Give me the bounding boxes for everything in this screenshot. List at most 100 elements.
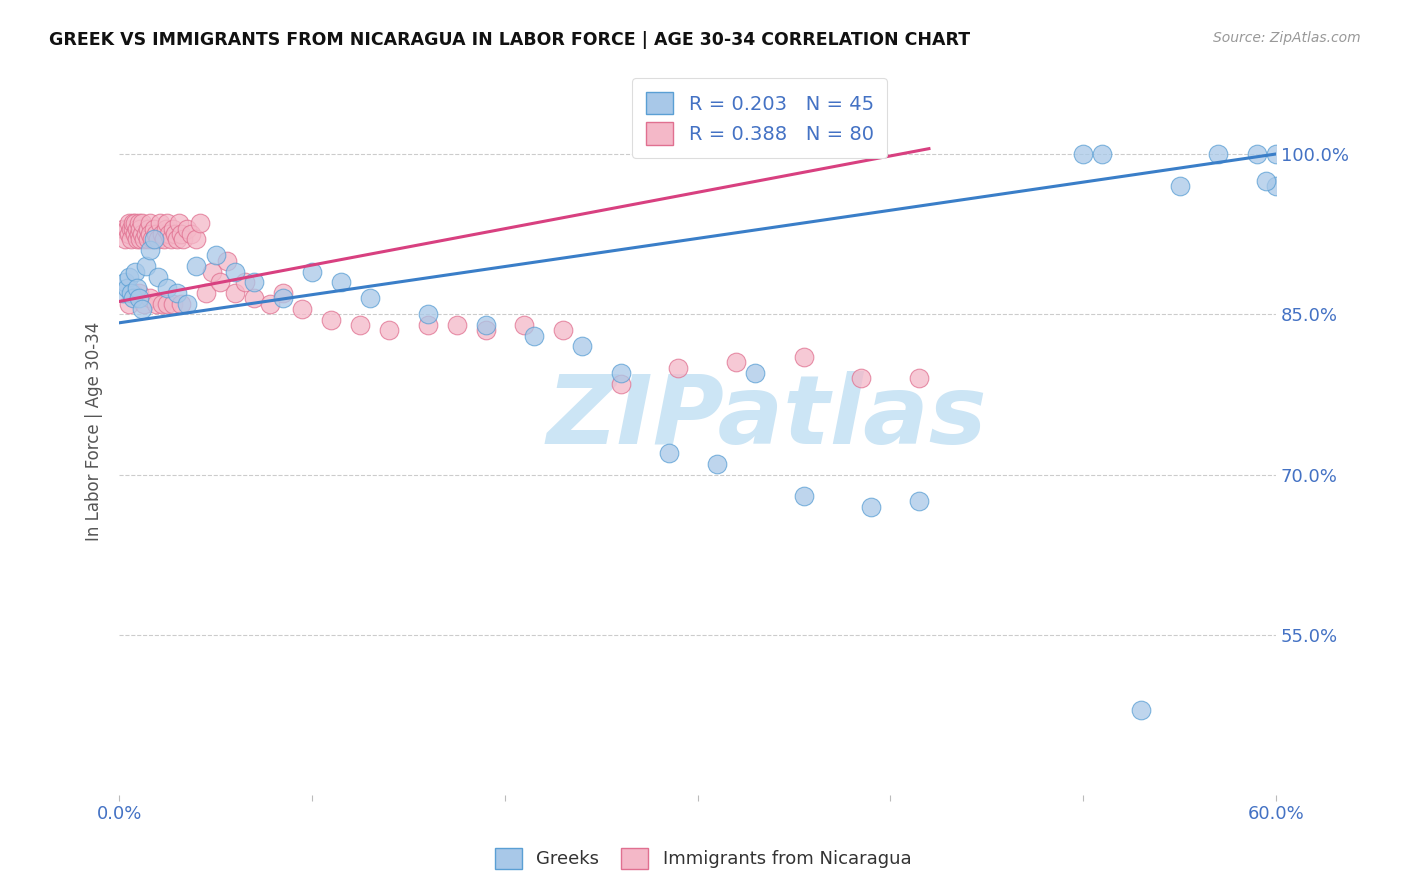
- Point: [150, 227, 173, 241]
- Point: [118, 269, 141, 284]
- Point: [156, 280, 179, 294]
- Point: [145, 227, 167, 241]
- Point: [208, 275, 231, 289]
- Point: [143, 232, 166, 246]
- Point: [139, 243, 162, 257]
- Point: [114, 275, 136, 289]
- Point: [1256, 174, 1278, 188]
- Point: [243, 275, 266, 289]
- Point: [115, 221, 138, 235]
- Point: [141, 232, 163, 246]
- Point: [135, 227, 157, 241]
- Point: [201, 264, 224, 278]
- Point: [170, 227, 193, 241]
- Point: [233, 275, 256, 289]
- Point: [301, 264, 323, 278]
- Point: [609, 376, 631, 391]
- Point: [330, 275, 353, 289]
- Point: [120, 232, 142, 246]
- Point: [115, 280, 138, 294]
- Point: [180, 227, 202, 241]
- Point: [145, 296, 167, 310]
- Point: [321, 312, 343, 326]
- Text: Source: ZipAtlas.com: Source: ZipAtlas.com: [1213, 31, 1361, 45]
- Point: [217, 253, 239, 268]
- Point: [224, 264, 246, 278]
- Point: [349, 318, 371, 332]
- Point: [176, 221, 198, 235]
- Point: [167, 216, 190, 230]
- Point: [416, 318, 439, 332]
- Point: [125, 232, 148, 246]
- Point: [1130, 703, 1153, 717]
- Point: [136, 232, 159, 246]
- Point: [139, 227, 162, 241]
- Legend: R = 0.203   N = 45, R = 0.388   N = 80: R = 0.203 N = 45, R = 0.388 N = 80: [633, 78, 887, 158]
- Point: [474, 318, 496, 332]
- Point: [129, 221, 152, 235]
- Point: [150, 296, 173, 310]
- Point: [155, 221, 177, 235]
- Point: [165, 227, 187, 241]
- Point: [124, 216, 146, 230]
- Point: [156, 296, 179, 310]
- Point: [571, 339, 593, 353]
- Point: [658, 446, 681, 460]
- Point: [170, 296, 193, 310]
- Point: [744, 366, 766, 380]
- Point: [131, 216, 153, 230]
- Point: [666, 360, 689, 375]
- Point: [128, 227, 150, 241]
- Point: [143, 221, 166, 235]
- Point: [204, 248, 226, 262]
- Point: [1168, 179, 1191, 194]
- Point: [1265, 147, 1288, 161]
- Point: [271, 291, 294, 305]
- Point: [135, 259, 157, 273]
- Point: [134, 296, 156, 310]
- Point: [156, 216, 179, 230]
- Point: [149, 216, 172, 230]
- Point: [162, 221, 184, 235]
- Point: [157, 227, 180, 241]
- Point: [146, 232, 169, 246]
- Point: [129, 232, 152, 246]
- Point: [120, 221, 142, 235]
- Point: [523, 328, 546, 343]
- Point: [128, 216, 150, 230]
- Point: [112, 285, 135, 300]
- Point: [160, 232, 183, 246]
- Point: [131, 227, 153, 241]
- Point: [186, 232, 208, 246]
- Point: [124, 264, 146, 278]
- Point: [513, 318, 536, 332]
- Point: [793, 350, 815, 364]
- Point: [706, 457, 728, 471]
- Point: [121, 221, 143, 235]
- Point: [121, 291, 143, 305]
- Point: [124, 227, 146, 241]
- Point: [908, 371, 931, 385]
- Point: [609, 366, 631, 380]
- Point: [128, 291, 150, 305]
- Y-axis label: In Labor Force | Age 30-34: In Labor Force | Age 30-34: [86, 322, 103, 541]
- Text: GREEK VS IMMIGRANTS FROM NICARAGUA IN LABOR FORCE | AGE 30-34 CORRELATION CHART: GREEK VS IMMIGRANTS FROM NICARAGUA IN LA…: [49, 31, 970, 49]
- Point: [136, 221, 159, 235]
- Point: [172, 232, 194, 246]
- Point: [176, 296, 198, 310]
- Text: ZIPatlas: ZIPatlas: [547, 371, 987, 464]
- Point: [1071, 147, 1094, 161]
- Point: [121, 285, 143, 300]
- Point: [446, 318, 468, 332]
- Point: [118, 227, 141, 241]
- Point: [793, 489, 815, 503]
- Legend: Greeks, Immigrants from Nicaragua: Greeks, Immigrants from Nicaragua: [488, 840, 918, 876]
- Point: [416, 307, 439, 321]
- Point: [851, 371, 873, 385]
- Point: [259, 296, 281, 310]
- Point: [860, 500, 883, 514]
- Point: [1265, 179, 1288, 194]
- Point: [112, 221, 135, 235]
- Point: [243, 291, 266, 305]
- Point: [134, 232, 156, 246]
